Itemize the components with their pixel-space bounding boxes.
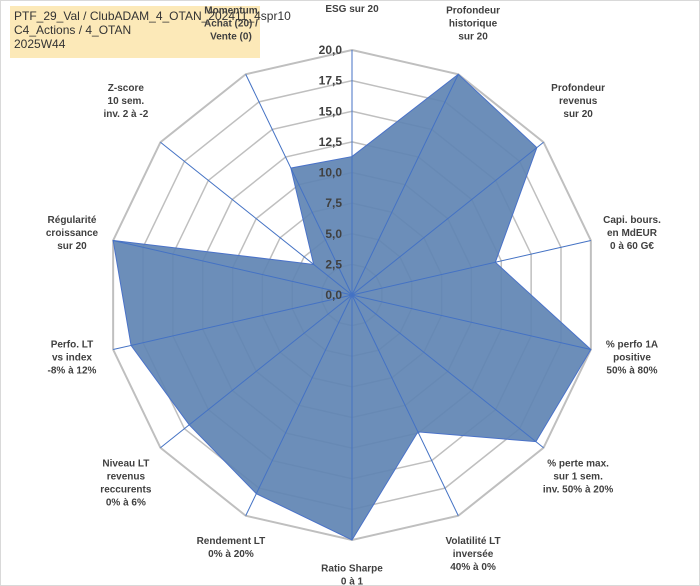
axis-label: positive bbox=[613, 352, 651, 363]
axis-label: Profondeur bbox=[446, 6, 500, 17]
axis-spoke bbox=[351, 239, 591, 296]
axis-label: Achat (20) / bbox=[204, 19, 258, 30]
axis-label: ESG sur 20 bbox=[325, 4, 379, 15]
axis-label: revenus bbox=[107, 471, 146, 482]
axis-label: Régularité bbox=[48, 215, 97, 226]
radial-tick-label: 5,0 bbox=[325, 227, 342, 241]
radial-tick-label: 17,5 bbox=[319, 74, 343, 88]
axis-label: Rendement LT bbox=[197, 536, 266, 547]
axis-spoke bbox=[113, 239, 353, 296]
axis-label: Niveau LT bbox=[102, 458, 149, 469]
axis-label: Ratio Sharpe bbox=[321, 563, 383, 574]
axis-label: Volatilité LT bbox=[445, 536, 500, 547]
axis-label: 0% à 20% bbox=[208, 549, 254, 560]
axis-label: 40% à 0% bbox=[450, 562, 496, 573]
radial-tick-label: 20,0 bbox=[319, 43, 343, 57]
axis-label: 10 sem. bbox=[108, 96, 145, 107]
radial-tick-label: 2,5 bbox=[325, 257, 342, 271]
axis-label: croissance bbox=[46, 228, 99, 239]
axis-label: inv. 2 à -2 bbox=[103, 109, 148, 120]
axis-label: sur 20 bbox=[57, 241, 87, 252]
axis-spoke bbox=[113, 294, 353, 351]
axis-label: en MdEUR bbox=[607, 228, 658, 239]
axis-spoke bbox=[351, 141, 544, 296]
radial-tick-label: 7,5 bbox=[325, 196, 342, 210]
radial-tick-label: 15,0 bbox=[319, 104, 343, 118]
axis-label: 0% à 6% bbox=[106, 497, 146, 508]
axis-label: Note bbox=[341, 0, 364, 2]
axis-label: % perfo 1A bbox=[606, 339, 658, 350]
axis-label: Capi. bours. bbox=[603, 215, 661, 226]
axis-spoke bbox=[351, 294, 591, 351]
axis-label: Vente (0) bbox=[210, 32, 252, 43]
axis-label: 50% à 80% bbox=[606, 365, 657, 376]
axis-spoke bbox=[351, 74, 459, 296]
axis-spoke bbox=[160, 141, 353, 296]
radial-tick-label: 0,0 bbox=[325, 288, 342, 302]
radial-tick-label: 10,0 bbox=[319, 166, 343, 180]
axis-label: reccurents bbox=[100, 484, 152, 495]
axis-label: % perte max. bbox=[547, 458, 609, 469]
axis-spoke bbox=[245, 74, 353, 296]
axis-label: revenus bbox=[559, 96, 598, 107]
axis-spoke bbox=[160, 294, 353, 449]
axis-label: sur 20 bbox=[458, 32, 488, 43]
axis-label: Profondeur bbox=[551, 83, 605, 94]
axis-label: historique bbox=[449, 19, 498, 30]
axis-label: vs index bbox=[52, 352, 92, 363]
axis-spoke bbox=[245, 294, 353, 516]
axis-label: 0 à 1 bbox=[341, 576, 364, 586]
axis-label: Perfo. LT bbox=[51, 339, 94, 350]
axis-label: Z-score bbox=[108, 83, 145, 94]
axis-label: -8% à 12% bbox=[48, 365, 97, 376]
axis-label: sur 1 sem. bbox=[553, 471, 603, 482]
axis-label: Momentum bbox=[204, 6, 257, 17]
axis-label: sur 20 bbox=[563, 109, 593, 120]
title-line-3: 2025W44 bbox=[14, 37, 66, 51]
title-line-2: C4_Actions / 4_OTAN bbox=[14, 23, 132, 37]
axis-label: inv. 50% à 20% bbox=[543, 484, 614, 495]
title-line-1: PTF_29_Val / ClubADAM_4_OTAN_202411_4spr… bbox=[14, 9, 291, 23]
axis-label: 0 à 60 G€ bbox=[610, 241, 654, 252]
axis-label: inversée bbox=[453, 549, 494, 560]
radial-tick-label: 12,5 bbox=[319, 135, 343, 149]
axis-spoke bbox=[351, 294, 459, 516]
axis-spoke bbox=[351, 294, 544, 449]
chart-title-box: PTF_29_Val / ClubADAM_4_OTAN_202411_4spr… bbox=[10, 6, 291, 58]
